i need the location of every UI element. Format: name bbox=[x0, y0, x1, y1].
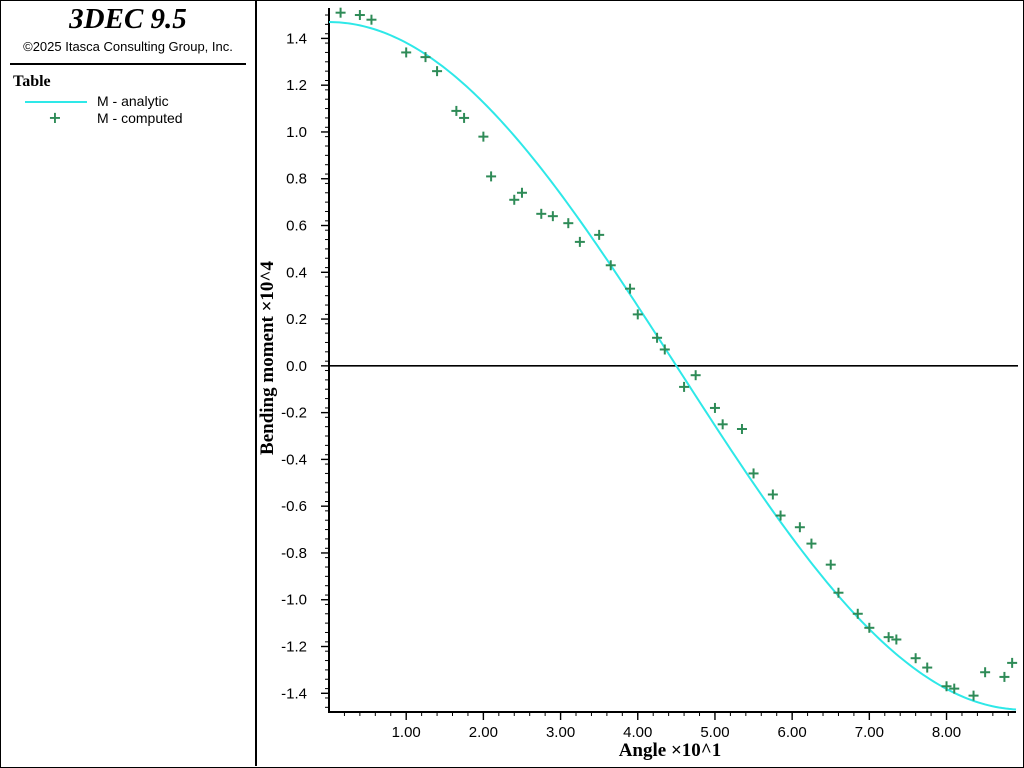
data-point-computed bbox=[833, 587, 844, 598]
data-point-computed bbox=[922, 662, 933, 673]
legend-item-analytic: M - analytic bbox=[1, 93, 255, 111]
x-tick-label: 3.00 bbox=[546, 724, 575, 741]
x-tick-label: 2.00 bbox=[469, 724, 498, 741]
y-tick-label: -1.4 bbox=[281, 685, 307, 702]
legend-divider bbox=[10, 63, 246, 65]
data-point-computed bbox=[563, 218, 574, 229]
y-tick-label: -0.2 bbox=[281, 405, 307, 422]
y-tick-label: 0.8 bbox=[286, 171, 307, 188]
data-point-computed bbox=[478, 131, 489, 142]
legend-title: Table bbox=[13, 73, 51, 90]
data-point-computed bbox=[574, 236, 585, 247]
data-point-computed bbox=[486, 171, 497, 182]
legend-label-computed: M - computed bbox=[97, 110, 183, 126]
x-tick-label: 7.00 bbox=[855, 724, 884, 741]
y-tick-label: 1.2 bbox=[286, 77, 307, 94]
data-point-computed bbox=[632, 309, 643, 320]
data-point-computed bbox=[335, 7, 346, 18]
data-point-computed bbox=[941, 681, 952, 692]
data-point-computed bbox=[659, 344, 670, 355]
x-tick-label: 8.00 bbox=[932, 724, 961, 741]
data-point-computed bbox=[748, 468, 759, 479]
legend-item-computed: + M - computed bbox=[1, 108, 255, 128]
data-point-computed bbox=[679, 381, 690, 392]
x-tick-label: 1.00 bbox=[392, 724, 421, 741]
data-point-computed bbox=[605, 260, 616, 271]
data-point-computed bbox=[883, 632, 894, 643]
y-tick-label: 0.0 bbox=[286, 358, 307, 375]
y-tick-label: -1.0 bbox=[281, 592, 307, 609]
data-point-computed bbox=[1007, 657, 1018, 668]
y-axis-title: Bending moment ×10^4 bbox=[257, 261, 278, 455]
y-tick-label: 1.0 bbox=[286, 124, 307, 141]
x-tick-label: 4.00 bbox=[623, 724, 652, 741]
x-tick-label: 6.00 bbox=[778, 724, 807, 741]
data-point-computed bbox=[736, 423, 747, 434]
data-point-computed bbox=[767, 489, 778, 500]
cyan-line-icon bbox=[25, 101, 87, 103]
data-point-computed bbox=[891, 634, 902, 645]
data-point-computed bbox=[547, 211, 558, 222]
y-tick-label: 0.4 bbox=[286, 264, 307, 281]
data-point-computed bbox=[459, 112, 470, 123]
data-point-computed bbox=[999, 671, 1010, 682]
legend-panel: 3DEC 9.5 ©2025 Itasca Consulting Group, … bbox=[1, 1, 257, 766]
data-point-computed bbox=[420, 52, 431, 63]
y-tick-label: 0.2 bbox=[286, 311, 307, 328]
data-point-computed bbox=[366, 14, 377, 25]
y-tick-label: -0.6 bbox=[281, 498, 307, 515]
data-point-computed bbox=[652, 332, 663, 343]
data-point-computed bbox=[432, 66, 443, 77]
data-point-computed bbox=[968, 690, 979, 701]
data-point-computed bbox=[536, 208, 547, 219]
y-tick-label: -0.4 bbox=[281, 451, 307, 468]
data-point-computed bbox=[509, 194, 520, 205]
copyright-notice: ©2025 Itasca Consulting Group, Inc. bbox=[23, 39, 233, 54]
x-axis-title: Angle ×10^1 bbox=[618, 740, 722, 761]
data-point-computed bbox=[690, 370, 701, 381]
data-point-computed bbox=[825, 559, 836, 570]
y-tick-label: -0.8 bbox=[281, 545, 307, 562]
data-point-computed bbox=[709, 402, 720, 413]
data-point-computed bbox=[775, 510, 786, 521]
data-point-computed bbox=[354, 10, 365, 21]
data-point-computed bbox=[852, 608, 863, 619]
plus-marker-icon: + bbox=[48, 108, 62, 127]
y-tick-label: 1.4 bbox=[286, 30, 307, 47]
data-point-computed bbox=[717, 419, 728, 430]
data-point-computed bbox=[806, 538, 817, 549]
data-point-computed bbox=[451, 105, 462, 116]
data-point-computed bbox=[864, 622, 875, 633]
y-tick-label: 0.6 bbox=[286, 218, 307, 235]
data-point-computed bbox=[594, 229, 605, 240]
series-line-analytic bbox=[328, 21, 1017, 711]
data-point-computed bbox=[980, 667, 991, 678]
data-point-computed bbox=[401, 47, 412, 58]
data-point-computed bbox=[910, 653, 921, 664]
data-point-computed bbox=[949, 683, 960, 694]
data-point-computed bbox=[794, 522, 805, 533]
app-title: 3DEC 9.5 bbox=[69, 3, 187, 35]
data-point-computed bbox=[625, 283, 636, 294]
y-tick-label: -1.2 bbox=[281, 639, 307, 656]
legend-label-analytic: M - analytic bbox=[97, 93, 169, 109]
data-point-computed bbox=[516, 187, 527, 198]
x-tick-label: 5.00 bbox=[700, 724, 729, 741]
